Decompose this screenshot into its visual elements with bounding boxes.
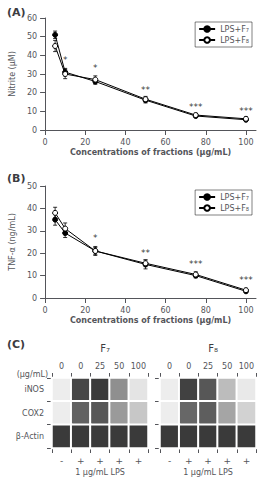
svg-text:Nitrite (μM): Nitrite (μM) [8, 51, 17, 97]
svg-text:100: 100 [239, 362, 254, 371]
svg-text:F₇: F₇ [100, 343, 110, 354]
svg-text:*: * [93, 63, 98, 73]
svg-text:+: + [96, 456, 104, 466]
svg-text:(C): (C) [7, 338, 25, 351]
svg-text:(A): (A) [7, 6, 26, 19]
svg-text:0: 0 [167, 362, 172, 371]
svg-text:20: 20 [27, 88, 37, 97]
svg-text:TNF-α (ng/mL): TNF-α (ng/mL) [8, 213, 17, 272]
svg-text:LPS+F₇: LPS+F₇ [220, 25, 249, 34]
svg-text:***: *** [239, 106, 253, 116]
svg-text:LPS+F₈: LPS+F₈ [220, 36, 249, 45]
svg-text:50: 50 [114, 362, 124, 371]
svg-text:*: * [63, 55, 68, 65]
svg-text:100: 100 [131, 362, 146, 371]
svg-text:+: + [204, 456, 212, 466]
svg-text:(B): (B) [7, 172, 25, 185]
svg-text:***: *** [189, 259, 203, 269]
svg-text:+: + [115, 456, 123, 466]
svg-text:**: ** [141, 248, 151, 258]
svg-text:40: 40 [27, 204, 37, 213]
svg-text:80: 80 [201, 306, 211, 315]
svg-text:(μg/mL): (μg/mL) [17, 370, 48, 379]
svg-text:50: 50 [27, 32, 37, 41]
svg-text:Concentrations of fractions (μ: Concentrations of fractions (μg/mL) [70, 316, 231, 325]
svg-text:**: ** [141, 85, 151, 95]
svg-text:100: 100 [238, 306, 253, 315]
svg-text:iNOS: iNOS [24, 385, 44, 394]
svg-text:***: *** [239, 275, 253, 285]
svg-text:50: 50 [222, 362, 232, 371]
svg-text:25: 25 [203, 362, 213, 371]
svg-text:10: 10 [27, 107, 37, 116]
svg-text:60: 60 [161, 138, 171, 147]
svg-text:0: 0 [43, 138, 48, 147]
svg-text:20: 20 [27, 249, 37, 258]
svg-text:LPS+F₈: LPS+F₈ [220, 204, 249, 213]
svg-text:+: + [135, 456, 143, 466]
svg-text:0: 0 [78, 362, 83, 371]
svg-text:Concentrations of fractions (μ: Concentrations of fractions (μg/mL) [70, 148, 231, 157]
svg-text:20: 20 [80, 138, 90, 147]
svg-text:-: - [168, 456, 171, 466]
svg-text:80: 80 [201, 138, 211, 147]
svg-text:+: + [77, 456, 85, 466]
svg-text:0: 0 [43, 306, 48, 315]
svg-text:20: 20 [80, 306, 90, 315]
svg-text:1 μg/mL LPS: 1 μg/mL LPS [75, 468, 125, 477]
svg-text:0: 0 [32, 294, 37, 303]
svg-text:40: 40 [120, 306, 130, 315]
svg-text:+: + [185, 456, 193, 466]
svg-text:F₈: F₈ [208, 343, 218, 354]
svg-text:*: * [93, 233, 98, 243]
svg-text:***: *** [189, 102, 203, 112]
svg-text:40: 40 [120, 138, 130, 147]
svg-text:0: 0 [59, 362, 64, 371]
svg-text:-: - [60, 456, 63, 466]
svg-text:10: 10 [27, 271, 37, 280]
svg-text:LPS+F₇: LPS+F₇ [220, 193, 249, 202]
svg-text:+: + [243, 456, 251, 466]
svg-text:30: 30 [27, 70, 37, 79]
svg-text:40: 40 [27, 51, 37, 60]
svg-text:60: 60 [161, 306, 171, 315]
svg-text:30: 30 [27, 226, 37, 235]
svg-text:0: 0 [32, 126, 37, 135]
svg-text:1 μg/mL LPS: 1 μg/mL LPS [183, 468, 233, 477]
svg-text:0: 0 [186, 362, 191, 371]
svg-text:100: 100 [238, 138, 253, 147]
svg-text:60: 60 [27, 14, 37, 23]
svg-text:β-Actin: β-Actin [16, 432, 44, 441]
svg-text:50: 50 [27, 182, 37, 191]
svg-text:+: + [223, 456, 231, 466]
svg-text:25: 25 [95, 362, 105, 371]
svg-text:COX2: COX2 [22, 409, 44, 418]
